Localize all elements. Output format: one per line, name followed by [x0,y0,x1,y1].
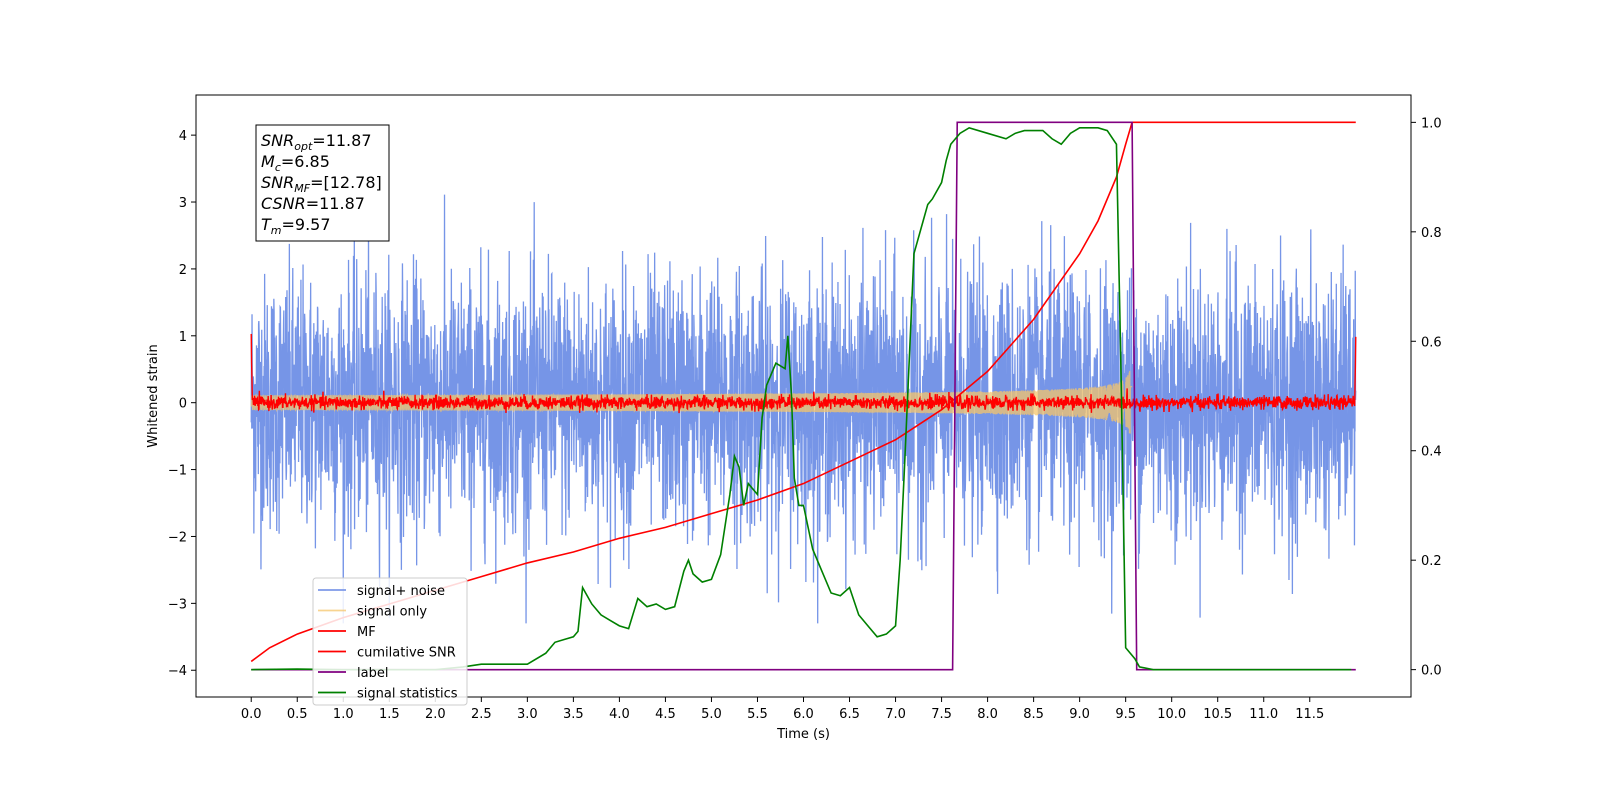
y-tick-label: 2 [179,263,187,278]
annotation-line: CSNR=11.87 [261,194,365,213]
x-tick-label: 6.0 [793,707,814,722]
annotation-value: =9.57 [282,215,331,234]
y-right-tick-label: 0.6 [1421,335,1442,350]
x-tick-label: 4.0 [609,707,630,722]
x-tick-label: 0.0 [241,707,262,722]
legend-label-mf: MF [357,625,376,640]
annotation-line: Tm=9.57 [261,215,331,237]
y-tick-label: 1 [179,330,187,345]
annotation-value: =11.87 [312,131,371,150]
x-tick-label: 9.5 [1115,707,1136,722]
legend-label-signal-noise: signal+ noise [357,584,445,599]
x-tick-label: 8.5 [1023,707,1044,722]
annotation-symbol: SNR [261,131,294,150]
x-tick-label: 1.0 [333,707,354,722]
series-mf [250,333,1357,414]
x-tick-label: 5.5 [747,707,768,722]
x-axis-label: Time (s) [776,727,830,742]
annotation-symbol: T [261,215,272,234]
y-right-tick-label: 0.8 [1421,226,1442,241]
x-tick-label: 9.0 [1069,707,1090,722]
x-tick-label: 10.5 [1203,707,1232,722]
annotation-subscript: opt [294,140,313,153]
annotation-symbol: SNR [261,173,294,192]
y-right-tick-label: 0.2 [1421,554,1442,569]
series-signal-statistics [251,126,1352,671]
x-tick-label: 3.0 [517,707,538,722]
x-tick-label: 1.5 [379,707,400,722]
annotation-line: SNRMF=[12.78] [261,173,382,195]
annotation-subscript: c [275,161,281,174]
x-tick-label: 10.0 [1157,707,1186,722]
y-axis-label: Whitened strain [146,344,161,447]
annotation-symbol: CSNR [261,194,306,213]
annotation-frame [255,124,390,242]
annotation-box: SNRopt=11.87Mc=6.85SNRMF=[12.78]CSNR=11.… [255,124,390,242]
y-tick-label: 0 [179,397,187,412]
annotation-subscript: MF [294,182,310,195]
series-signal-noise [250,194,1357,624]
x-tick-label: 0.5 [287,707,308,722]
y-tick-label: 3 [179,196,187,211]
legend-label-signal-statistics: signal statistics [357,687,458,702]
legend-label-signal-only: signal only [357,605,427,620]
y-tick-label: 4 [179,129,187,144]
annotation-value: =11.87 [306,194,365,213]
legend-label-label: label [357,666,388,681]
legend-frame [312,577,468,706]
x-tick-label: 6.5 [839,707,860,722]
x-tick-label: 7.0 [885,707,906,722]
x-tick-label: 8.0 [977,707,998,722]
x-tick-label: 2.5 [471,707,492,722]
annotation-subscript: m [271,224,282,237]
y-tick-label: −4 [168,664,187,679]
y-tick-label: −2 [168,530,187,545]
annotation-line: Mc=6.85 [261,152,330,174]
x-tick-label: 11.5 [1295,707,1324,722]
y-right-tick-label: 1.0 [1421,116,1442,131]
annotation-line: SNRopt=11.87 [261,131,372,153]
y-tick-label: −1 [168,464,187,479]
x-tick-label: 5.0 [701,707,722,722]
y-tick-label: −3 [168,597,187,612]
y-right-tick-label: 0.4 [1421,445,1442,460]
annotation-value: =6.85 [281,152,330,171]
x-tick-label: 7.5 [931,707,952,722]
x-tick-label: 2.0 [425,707,446,722]
axes: 0.0 0.5 1.0 1.5 2.0 2.5 3.0 3.5 4.0 4.5 5.0 5.5 6.0 6… [168,116,1442,722]
legend-label-cumilative-snr: cumilative SNR [357,646,456,661]
annotation-symbol: M [261,152,275,171]
x-tick-label: 3.5 [563,707,584,722]
annotation-value: =[12.78] [310,173,382,192]
x-tick-label: 11.0 [1249,707,1278,722]
x-tick-label: 4.5 [655,707,676,722]
y-right-tick-label: 0.0 [1421,664,1442,679]
legend: signal+ noise signal only MF cumilative SNR… [312,577,468,706]
